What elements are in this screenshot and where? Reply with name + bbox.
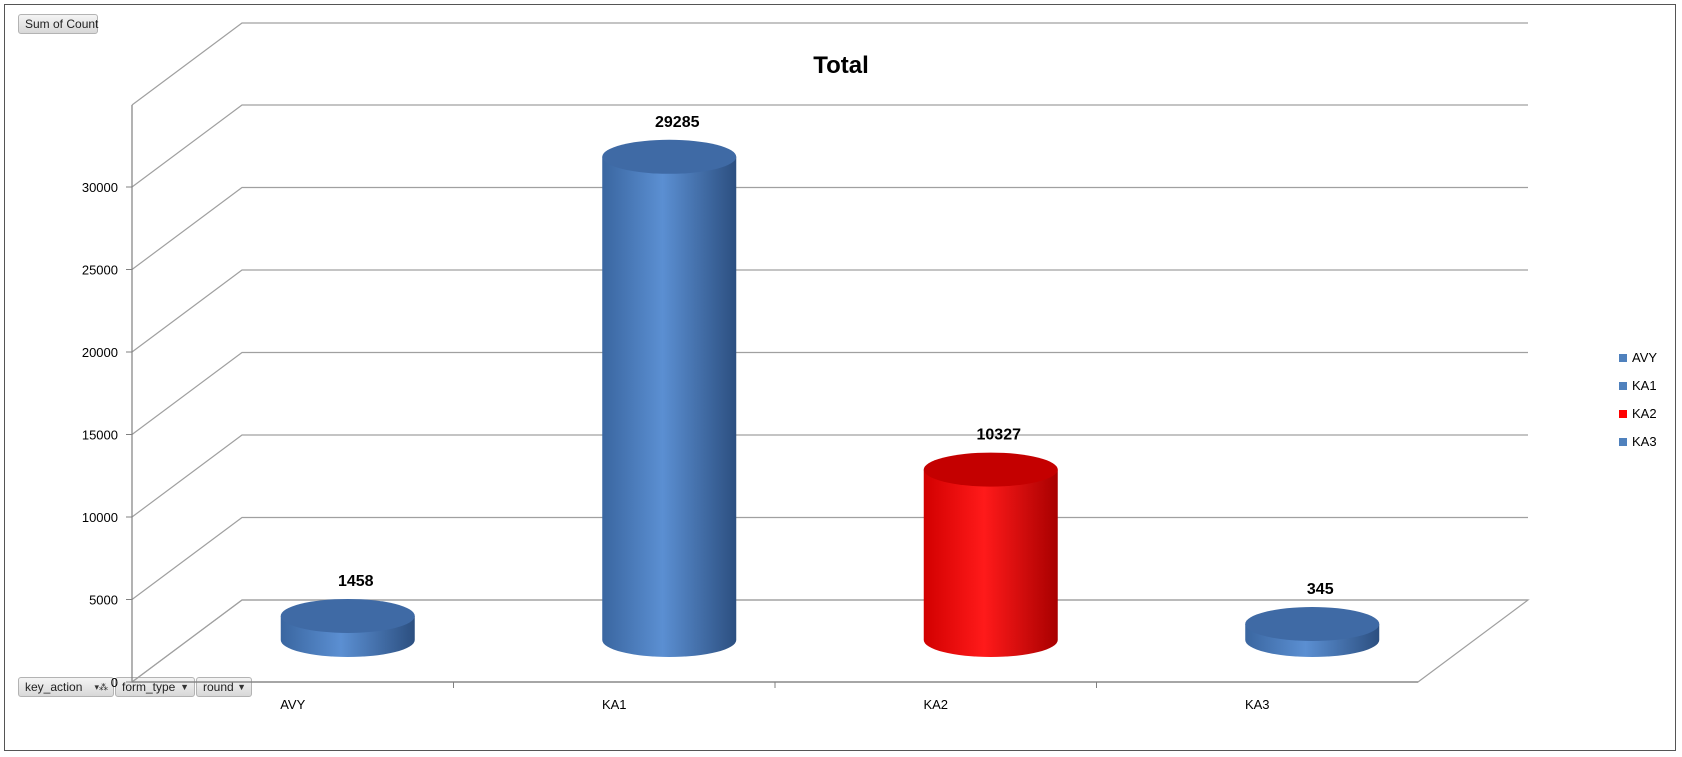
chart-title: Total xyxy=(813,52,869,79)
sum-of-count-field-button[interactable]: Sum of Count xyxy=(18,14,98,34)
y-tick-label: 20000 xyxy=(82,345,118,360)
legend-swatch xyxy=(1619,354,1627,362)
bar-top xyxy=(923,452,1058,487)
gridline xyxy=(131,516,1528,600)
legend-label: KA2 xyxy=(1632,406,1657,421)
data-label: 10327 xyxy=(977,427,1022,444)
legend-label: AVY xyxy=(1632,350,1657,365)
legend-swatch xyxy=(1619,438,1627,446)
legend-item-ka1: KA1 xyxy=(1619,378,1657,393)
bar-ka2[interactable] xyxy=(923,452,1058,657)
legend-swatch xyxy=(1619,410,1627,418)
data-label: 1458 xyxy=(338,573,374,590)
legend-swatch xyxy=(1619,382,1627,390)
bar-top xyxy=(1245,607,1380,641)
legend-item-ka3: KA3 xyxy=(1619,434,1657,449)
gridline xyxy=(131,104,1528,188)
legend-item-ka2: KA2 xyxy=(1619,406,1657,421)
bar-top xyxy=(280,598,415,633)
x-tick-label: KA1 xyxy=(602,697,627,712)
gridline xyxy=(131,269,1528,353)
bar-top xyxy=(602,139,737,174)
bar-ka3[interactable] xyxy=(1245,607,1380,657)
legend-item-avy: AVY xyxy=(1619,350,1657,365)
round-label: round xyxy=(203,680,234,694)
gridline xyxy=(131,434,1528,518)
data-label: 345 xyxy=(1307,581,1334,598)
y-tick-label: 10000 xyxy=(82,510,118,525)
gridline xyxy=(131,186,1528,270)
y-tick-label: 5000 xyxy=(89,593,118,608)
bar-avy[interactable] xyxy=(280,598,415,657)
legend-label: KA1 xyxy=(1632,378,1657,393)
chevron-down-icon: ▼ xyxy=(180,682,189,692)
x-tick-label: AVY xyxy=(280,697,305,712)
y-tick-label: 15000 xyxy=(82,428,118,443)
gridline xyxy=(131,22,1528,106)
y-tick-label: 25000 xyxy=(82,263,118,278)
key-action-label: key_action xyxy=(25,680,83,694)
form-type-label: form_type xyxy=(122,680,176,694)
bar-ka1[interactable] xyxy=(602,139,737,658)
legend-label: KA3 xyxy=(1632,434,1657,449)
key-action-filter-button[interactable]: key_action ▾⁂ xyxy=(18,677,114,697)
bar-body xyxy=(602,156,737,658)
chevron-down-icon: ▼ xyxy=(237,682,246,692)
data-label: 29285 xyxy=(655,114,700,131)
x-tick-label: KA3 xyxy=(1245,697,1270,712)
y-tick-label: 30000 xyxy=(82,180,118,195)
filter-icon: ▾⁂ xyxy=(94,682,108,692)
y-tick-label: 0 xyxy=(111,675,118,690)
bar-body xyxy=(923,469,1058,657)
gridline xyxy=(131,599,1528,683)
gridline xyxy=(131,351,1528,435)
x-tick-label: KA2 xyxy=(923,697,948,712)
sum-of-count-label: Sum of Count xyxy=(25,17,99,31)
